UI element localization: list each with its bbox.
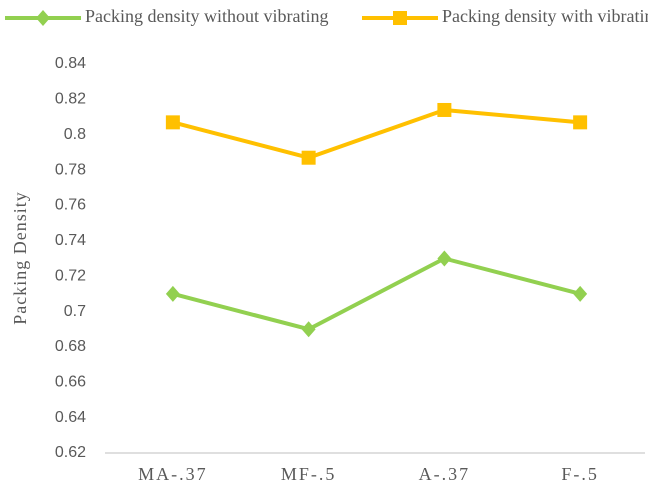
x-tick-label: A-.37	[419, 464, 471, 484]
x-tick-label: F-.5	[561, 464, 599, 484]
data-point	[573, 115, 588, 130]
data-point	[301, 321, 316, 338]
data-point	[437, 102, 452, 117]
y-tick-label: 0.72	[55, 267, 86, 284]
series-line	[172, 256, 581, 332]
data-point	[437, 250, 452, 267]
y-tick-label: 0.7	[64, 303, 86, 320]
y-tick-label: 0.62	[55, 444, 86, 461]
y-tick-label: 0.68	[55, 338, 86, 355]
series-line	[172, 107, 581, 160]
x-tick-label: MA-.37	[138, 464, 208, 484]
legend-label: Packing density without vibrating	[85, 6, 328, 26]
legend-label: Packing density with vibrating	[442, 6, 648, 26]
y-tick-label: 0.84	[55, 55, 86, 72]
data-point	[165, 285, 180, 302]
x-tick-label: MF-.5	[281, 464, 337, 484]
data-point	[165, 115, 180, 130]
y-tick-label: 0.74	[55, 232, 86, 249]
y-tick-label: 0.82	[55, 91, 86, 108]
y-tick-label: 0.76	[55, 197, 86, 214]
legend-marker	[36, 10, 50, 26]
y-axis-label: Packing Density	[10, 191, 30, 325]
data-point	[301, 150, 316, 165]
y-tick-label: 0.64	[55, 409, 86, 426]
y-tick-label: 0.66	[55, 373, 86, 390]
y-tick-label: 0.78	[55, 161, 86, 178]
legend-marker	[393, 11, 407, 25]
y-tick-label: 0.8	[64, 126, 86, 143]
data-point	[573, 285, 588, 302]
